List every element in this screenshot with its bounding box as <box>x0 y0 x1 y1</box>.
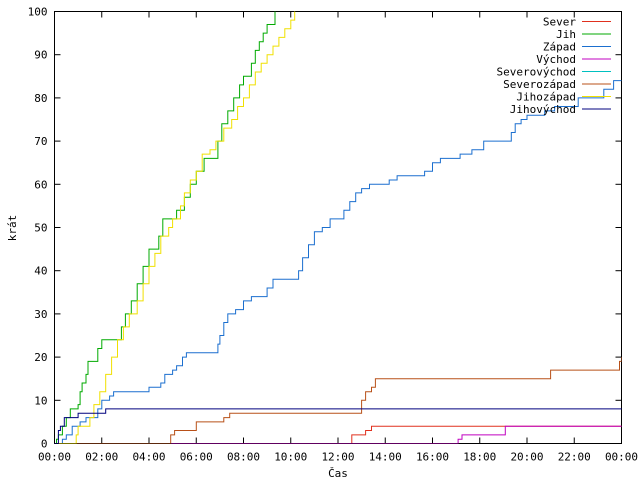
x-axis-title: Čas <box>328 467 348 480</box>
legend-label: Severozápad <box>503 78 576 91</box>
x-tick-label: 10:00 <box>274 451 307 464</box>
legend-label: Západ <box>543 41 576 54</box>
y-tick-label: 50 <box>34 222 47 235</box>
y-tick-label: 80 <box>34 92 47 105</box>
y-tick-label: 0 <box>41 438 48 451</box>
x-tick-label: 02:00 <box>85 451 118 464</box>
legend-label: Severovýchod <box>497 66 576 79</box>
y-tick-label: 70 <box>34 135 47 148</box>
x-tick-label: 06:00 <box>180 451 213 464</box>
series-line-1 <box>54 425 622 444</box>
x-tick-label: 16:00 <box>416 451 449 464</box>
y-axis-title: krát <box>6 215 19 242</box>
x-tick-label: 22:00 <box>558 451 591 464</box>
legend-label: Jihozápad <box>516 91 576 104</box>
x-tick-label: 00:00 <box>38 451 71 464</box>
x-tick-label: 20:00 <box>510 451 543 464</box>
series-line-3 <box>54 80 622 444</box>
series-line-2 <box>54 11 276 444</box>
x-tick-label: 00:00 <box>605 451 638 464</box>
series-line-8 <box>54 408 622 444</box>
y-tick-label: 30 <box>34 308 47 321</box>
legend: SeverJihZápadVýchodSeverovýchodSeverozáp… <box>497 16 611 116</box>
series-line-4 <box>54 425 622 444</box>
y-tick-label: 100 <box>28 6 48 19</box>
series-layer <box>54 11 622 444</box>
x-tick-label: 12:00 <box>321 451 354 464</box>
legend-label: Jihovýchod <box>510 103 576 116</box>
x-axis: 00:00 02:00 04:00 06:00 08:00 10:00 12:00 14:00… <box>38 11 638 464</box>
y-tick-label: 90 <box>34 49 47 62</box>
series-line-6 <box>54 357 622 444</box>
y-tick-label: 20 <box>34 351 47 364</box>
y-tick-label: 10 <box>34 394 47 407</box>
legend-label: Sever <box>543 16 576 29</box>
y-axis: 0 10 20 30 40 50 60 70 80 90 100 <box>28 6 622 451</box>
x-tick-label: 04:00 <box>132 451 165 464</box>
x-tick-label: 18:00 <box>463 451 496 464</box>
legend-label: Jih <box>556 28 576 41</box>
x-tick-label: 14:00 <box>369 451 402 464</box>
y-tick-label: 60 <box>34 178 47 191</box>
x-tick-label: 08:00 <box>227 451 260 464</box>
y-tick-label: 40 <box>34 265 47 278</box>
series-line-7 <box>54 11 296 444</box>
legend-label: Východ <box>536 53 576 66</box>
